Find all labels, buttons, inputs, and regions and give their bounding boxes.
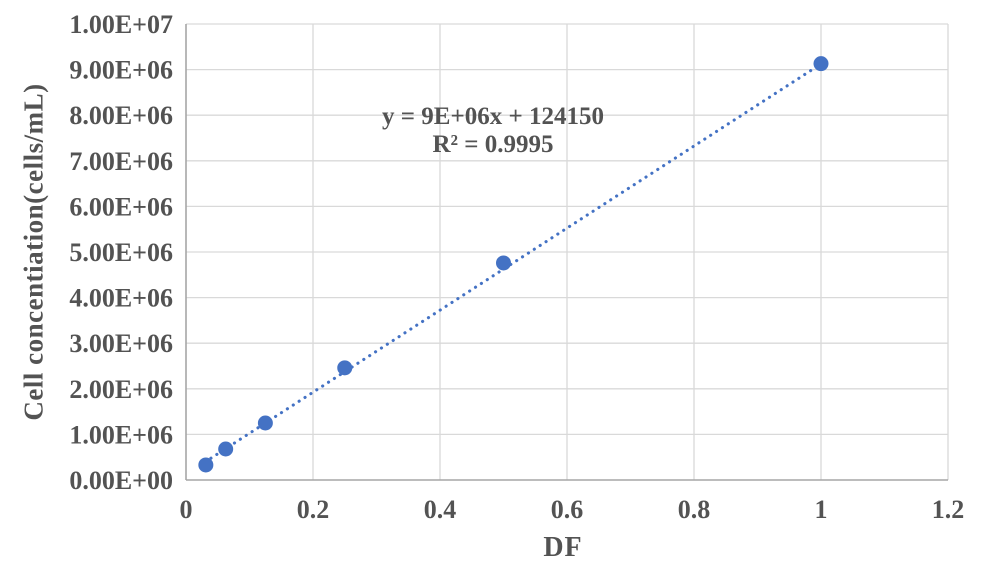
- x-tick-label: 0.8: [678, 495, 711, 524]
- x-tick-label: 0.2: [297, 495, 330, 524]
- x-tick-label: 0: [180, 495, 193, 524]
- y-tick-label: 1.00E+07: [69, 10, 173, 39]
- y-tick-label: 3.00E+06: [69, 329, 173, 358]
- y-tick-label: 6.00E+06: [69, 192, 173, 221]
- x-tick-label: 0.6: [551, 495, 584, 524]
- x-tick-label: 1: [815, 495, 828, 524]
- r-squared-value: R² = 0.9995: [432, 131, 554, 158]
- x-tick-label: 0.4: [424, 495, 457, 524]
- y-axis-title: Cell concentiation(cells/mL): [18, 83, 49, 421]
- data-point: [198, 457, 214, 473]
- x-tick-label: 1.2: [932, 495, 965, 524]
- y-tick-label: 7.00E+06: [69, 147, 173, 176]
- y-tick-label: 1.00E+06: [69, 420, 173, 449]
- data-point: [337, 360, 353, 376]
- y-tick-label: 5.00E+06: [69, 238, 173, 267]
- x-axis-title: DF: [543, 532, 583, 563]
- y-tick-label: 0.00E+00: [69, 466, 173, 495]
- y-tick-label: 2.00E+06: [69, 375, 173, 404]
- trendline-equation: y = 9E+06x + 124150: [382, 103, 604, 130]
- y-tick-label: 4.00E+06: [69, 284, 173, 313]
- y-tick-label: 9.00E+06: [69, 56, 173, 85]
- data-point: [257, 415, 273, 431]
- y-tick-label: 8.00E+06: [69, 101, 173, 130]
- data-point: [813, 56, 829, 72]
- data-point: [218, 441, 234, 457]
- data-point: [496, 255, 511, 271]
